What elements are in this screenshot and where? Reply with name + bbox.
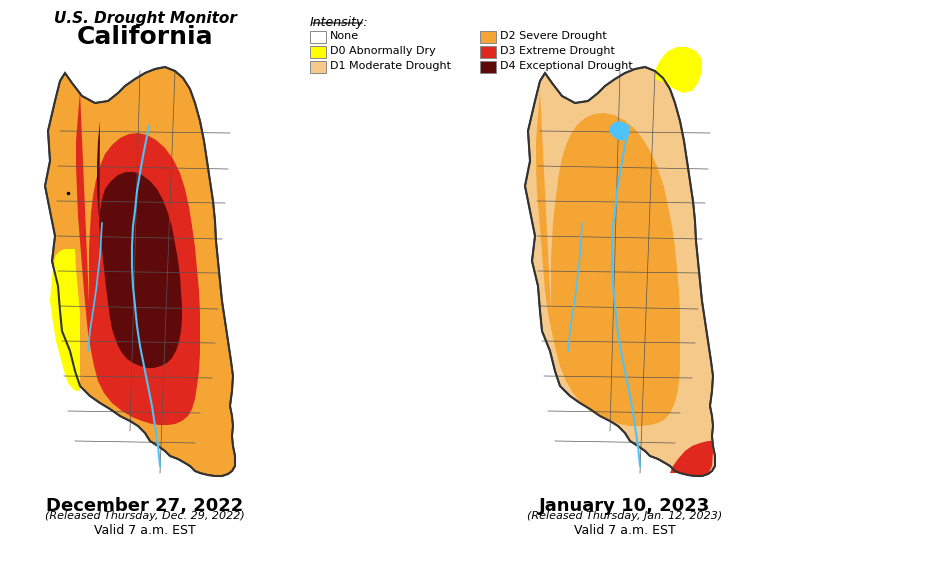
FancyBboxPatch shape xyxy=(480,61,496,73)
Text: January 10, 2023: January 10, 2023 xyxy=(540,497,711,515)
Text: Intensity:: Intensity: xyxy=(310,16,368,29)
Text: D0 Abnormally Dry: D0 Abnormally Dry xyxy=(330,46,436,56)
Polygon shape xyxy=(76,91,200,425)
Polygon shape xyxy=(50,249,80,391)
Text: California: California xyxy=(77,25,213,49)
Text: U.S. Drought Monitor: U.S. Drought Monitor xyxy=(54,11,237,26)
Polygon shape xyxy=(655,47,702,93)
Text: December 27, 2022: December 27, 2022 xyxy=(46,497,243,515)
FancyBboxPatch shape xyxy=(310,61,326,73)
FancyBboxPatch shape xyxy=(480,46,496,58)
Polygon shape xyxy=(97,121,182,368)
FancyBboxPatch shape xyxy=(310,31,326,43)
Text: None: None xyxy=(330,31,359,41)
FancyBboxPatch shape xyxy=(480,31,496,43)
Text: D2 Severe Drought: D2 Severe Drought xyxy=(500,31,606,41)
Text: D3 Extreme Drought: D3 Extreme Drought xyxy=(500,46,615,56)
Polygon shape xyxy=(670,441,713,476)
Text: Valid 7 a.m. EST: Valid 7 a.m. EST xyxy=(94,524,196,537)
Text: (Released Thursday, Jan. 12, 2023): (Released Thursday, Jan. 12, 2023) xyxy=(527,511,723,521)
FancyBboxPatch shape xyxy=(310,46,326,58)
Polygon shape xyxy=(525,67,715,476)
Polygon shape xyxy=(45,67,235,476)
Text: (Released Thursday, Dec. 29, 2022): (Released Thursday, Dec. 29, 2022) xyxy=(45,511,245,521)
Polygon shape xyxy=(609,121,630,141)
Text: Valid 7 a.m. EST: Valid 7 a.m. EST xyxy=(574,524,676,537)
Polygon shape xyxy=(536,91,680,426)
Text: D1 Moderate Drought: D1 Moderate Drought xyxy=(330,61,451,71)
Text: D4 Exceptional Drought: D4 Exceptional Drought xyxy=(500,61,633,71)
